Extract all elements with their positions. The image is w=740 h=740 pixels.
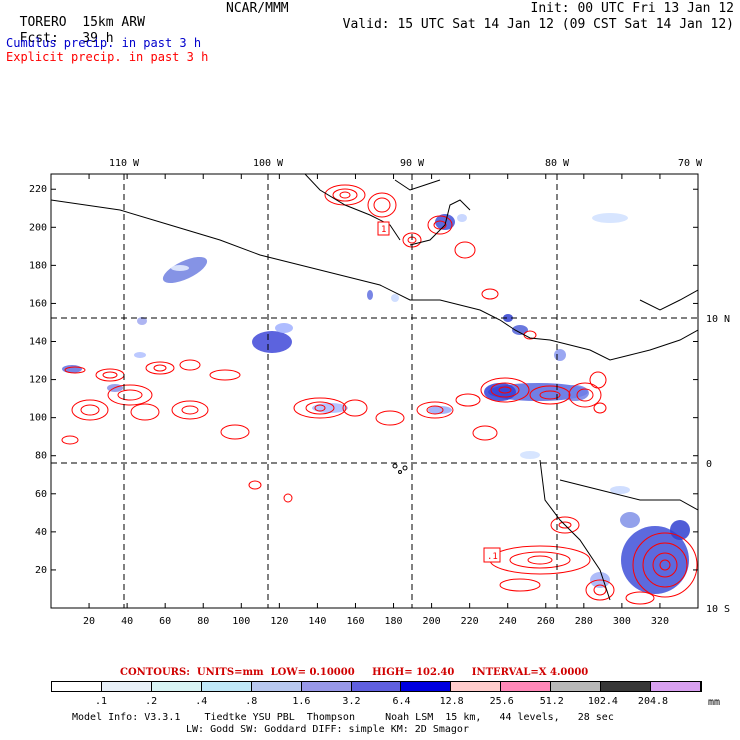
colorbar-label: 3.2 xyxy=(342,696,361,707)
field-label-explicit: Explicit precip. in past 3 h xyxy=(6,50,209,64)
colorbar-swatch xyxy=(201,682,252,691)
colorbar-swatch xyxy=(351,682,402,691)
colorbar-label: 51.2 xyxy=(539,696,564,707)
colorbar-swatch xyxy=(52,682,102,691)
map-frame xyxy=(50,173,699,609)
colorbar-swatch xyxy=(101,682,152,691)
colorbar-label: .1 xyxy=(95,696,108,707)
contours-label: CONTOURS: xyxy=(120,667,190,678)
y-tick-label: 160 xyxy=(29,298,47,309)
init-time: Init: 00 UTC Fri 13 Jan 12 xyxy=(530,1,735,16)
y-tick-label: 120 xyxy=(29,375,47,386)
lon-label: 70 W xyxy=(678,158,703,169)
x-tick-label: 160 xyxy=(346,616,364,627)
colorbar-label: 12.8 xyxy=(439,696,464,707)
y-tick-label: 140 xyxy=(29,337,47,348)
box-label-2: .1 xyxy=(487,552,498,562)
fcst-label: Fcst: xyxy=(19,31,59,46)
x-tick-label: 300 xyxy=(613,616,631,627)
colorbar-label: 1.6 xyxy=(292,696,311,707)
colorbar-swatch xyxy=(401,682,452,691)
colorbar xyxy=(51,681,702,692)
axis-labels: 220 200 180 160 140 120 100 80 60 40 20 20 40 60 80 100… xyxy=(29,158,730,627)
explicit-precip-contours xyxy=(61,184,698,605)
y-tick-label: 80 xyxy=(35,451,47,462)
axis-ticks xyxy=(51,174,698,608)
y-tick-label: 220 xyxy=(29,184,47,195)
x-tick-label: 60 xyxy=(159,616,171,627)
x-tick-label: 260 xyxy=(537,616,555,627)
y-tick-label: 60 xyxy=(35,489,47,500)
x-tick-label: 20 xyxy=(83,616,95,627)
x-tick-label: 280 xyxy=(575,616,593,627)
colorbar-label: 25.6 xyxy=(489,696,514,707)
colorbar-label: .2 xyxy=(145,696,158,707)
colorbar-swatch xyxy=(451,682,502,691)
x-tick-label: 240 xyxy=(499,616,517,627)
x-tick-label: 80 xyxy=(197,616,209,627)
x-tick-label: 320 xyxy=(651,616,669,627)
lon-label: 110 W xyxy=(109,158,140,169)
contour-units: UNITS=mm xyxy=(196,667,264,678)
coastlines xyxy=(51,174,698,601)
colorbar-label: 204.8 xyxy=(637,696,669,707)
colorbar-swatch xyxy=(551,682,602,691)
model-info-line2: LW: Godd SW: Goddard DIFF: simple KM: 2D… xyxy=(186,724,469,735)
map-content: 1 .1 xyxy=(51,174,698,608)
y-tick-label: 20 xyxy=(35,565,47,576)
model-resolution: 15km ARW xyxy=(82,15,145,30)
y-tick-label: 200 xyxy=(29,222,47,233)
org-label: NCAR/MMM xyxy=(226,1,289,16)
valid-time: Valid: 15 UTC Sat 14 Jan 12 (09 CST Sat … xyxy=(342,17,734,32)
colorbar-label: 102.4 xyxy=(587,696,618,707)
colorbar-swatch xyxy=(151,682,202,691)
y-tick-label: 40 xyxy=(35,527,47,538)
colorbar-swatch xyxy=(301,682,352,691)
fcst-value: 39 h xyxy=(82,31,114,46)
lat-label: 0 xyxy=(706,459,712,470)
model-title: TORERO 15km ARW xyxy=(4,2,145,30)
colorbar-unit: mm xyxy=(708,697,721,708)
x-tick-label: 180 xyxy=(384,616,402,627)
colorbar-label: 6.4 xyxy=(392,696,411,707)
y-tick-label: 100 xyxy=(29,413,47,424)
x-tick-label: 100 xyxy=(232,616,250,627)
x-tick-label: 200 xyxy=(423,616,441,627)
lon-label: 80 W xyxy=(545,158,570,169)
lon-label: 90 W xyxy=(400,158,425,169)
colorbar-swatch xyxy=(651,682,701,691)
x-tick-label: 220 xyxy=(461,616,479,627)
colorbar-swatch xyxy=(251,682,302,691)
contour-low: LOW= 0.10000 xyxy=(270,667,355,678)
graticule xyxy=(51,174,698,608)
colorbar-swatch xyxy=(501,682,552,691)
x-tick-label: 140 xyxy=(308,616,326,627)
colorbar-swatch xyxy=(601,682,652,691)
colorbar-label: .4 xyxy=(195,696,208,707)
colorbar-label: .8 xyxy=(245,696,258,707)
y-tick-label: 180 xyxy=(29,260,47,271)
x-tick-label: 120 xyxy=(270,616,288,627)
lat-label: 10 S xyxy=(706,604,730,615)
model-name: TORERO xyxy=(19,15,67,30)
lat-label: 10 N xyxy=(706,314,730,325)
box-label-1: 1 xyxy=(381,225,386,235)
contour-high: HIGH= 102.40 xyxy=(372,667,455,678)
field-label-cumulus: Cumulus precip. in past 3 h xyxy=(6,36,202,50)
forecast-hour: Fcst: 39 h xyxy=(4,18,114,46)
x-tick-label: 40 xyxy=(121,616,133,627)
model-info-line1: Model Info: V3.3.1 Tiedtke YSU PBL Thomp… xyxy=(72,712,614,723)
lon-label: 100 W xyxy=(253,158,284,169)
contour-interval: INTERVAL=X 4.0000 xyxy=(471,667,589,678)
contour-info: CONTOURS: UNITS=mm LOW= 0.10000 HIGH= 10… xyxy=(120,667,588,678)
